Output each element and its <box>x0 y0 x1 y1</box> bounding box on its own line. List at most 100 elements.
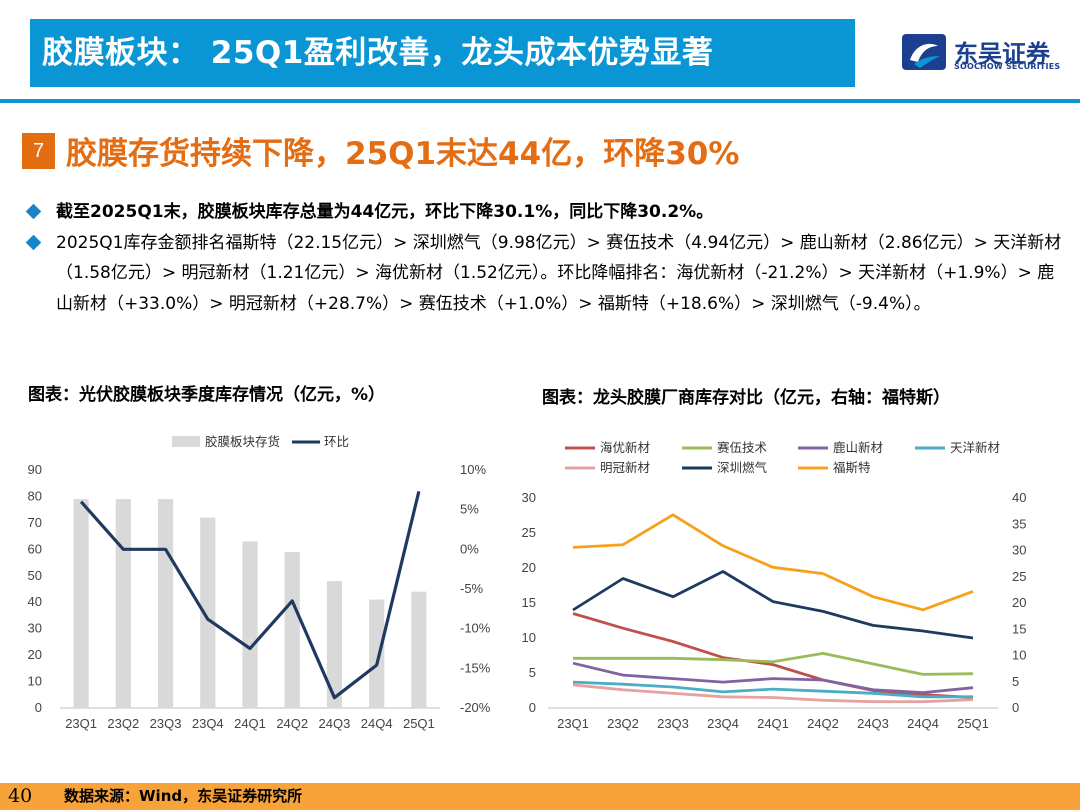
series-line <box>573 651 974 676</box>
y-right-tick-label: 0% <box>460 541 479 556</box>
legend-label: 明冠新材 <box>600 460 650 475</box>
y-right-tick-label: -10% <box>460 621 491 636</box>
legend-label: 福斯特 <box>833 460 871 475</box>
y-right-tick-label: 10 <box>1012 648 1026 663</box>
y-left-tick-label: 10 <box>28 674 42 689</box>
series-line <box>572 661 974 695</box>
section-title: 胶膜存货持续下降，25Q1末达44亿，环降30% <box>66 136 740 172</box>
x-tick-label: 23Q1 <box>65 716 97 731</box>
peer-inventory-line-chart: 0 5 10 15 20 25 30 0 5 10 15 20 25 30 35 40 23Q1 23Q2 23Q3… <box>522 440 1027 731</box>
logo-text-cn: 东吴证券 <box>954 40 1050 68</box>
y-left-tick-label: 40 <box>28 594 42 609</box>
x-tick-label: 24Q1 <box>757 716 789 731</box>
chart1-caption: 图表：光伏胶膜板块季度库存情况（亿元，%） <box>28 385 386 405</box>
y-left-tick-label: 15 <box>522 595 536 610</box>
x-tick-label: 23Q1 <box>557 716 589 731</box>
x-tick-label: 24Q3 <box>319 716 351 731</box>
x-tick-label: 25Q1 <box>957 716 989 731</box>
diamond-bullet-icon <box>25 203 42 220</box>
y-right-tick-label: -20% <box>460 700 491 715</box>
y-left-tick-label: 5 <box>529 665 536 680</box>
bar <box>73 499 89 708</box>
y-left-tick-label: 0 <box>529 700 536 715</box>
bullet-text: 截至2025Q1末，胶膜板块库存总量为44亿元，环比下降30.1%，同比下降30… <box>56 202 714 222</box>
series-line <box>572 513 974 612</box>
page-title: 胶膜板块： 25Q1盈利改善，龙头成本优势显著 <box>42 35 714 71</box>
logo-mark-icon <box>902 34 946 70</box>
x-tick-label: 24Q1 <box>234 716 266 731</box>
series-line <box>572 683 974 704</box>
inventory-combo-chart: 0 10 20 30 40 50 60 70 80 90 -20% -15% -10% -5% 0% 5% 10… <box>28 434 491 731</box>
bullet-item: 2025Q1库存金额排名福斯特（22.15亿元）> 深圳燃气（9.98亿元）> … <box>25 228 1066 320</box>
x-tick-label: 23Q4 <box>707 716 739 731</box>
y-left-tick-label: 25 <box>522 525 536 540</box>
legend-label: 赛伍技术 <box>717 440 768 455</box>
x-tick-label: 24Q2 <box>276 716 308 731</box>
x-tick-label: 23Q4 <box>192 716 224 731</box>
bar <box>411 591 427 708</box>
x-tick-label: 23Q2 <box>607 716 639 731</box>
y-right-tick-label: 0 <box>1012 700 1019 715</box>
x-tick-label: 24Q4 <box>907 716 939 731</box>
y-right-tick-label: 5% <box>460 502 479 517</box>
bar <box>157 499 174 708</box>
page-number: 40 <box>8 785 33 807</box>
y-left-tick-label: 70 <box>28 515 42 530</box>
chart2-caption: 图表：龙头胶膜厂商库存对比（亿元，右轴：福特斯） <box>542 388 950 408</box>
y-right-tick-label: 20 <box>1012 595 1026 610</box>
y-right-tick-label: 10% <box>460 462 486 477</box>
bar <box>369 599 385 708</box>
y-right-tick-label: 25 <box>1012 569 1026 584</box>
y-left-tick-label: 20 <box>28 647 42 662</box>
bar <box>200 517 216 708</box>
x-tick-label: 23Q3 <box>150 716 182 731</box>
title-bar: 胶膜板块： 25Q1盈利改善，龙头成本优势显著 <box>30 19 855 87</box>
y-left-tick-label: 60 <box>28 541 42 556</box>
bar <box>284 551 300 708</box>
y-right-tick-label: 15 <box>1012 621 1026 636</box>
x-tick-label: 24Q2 <box>807 716 839 731</box>
y-right-tick-label: 5 <box>1012 674 1019 689</box>
x-tick-label: 25Q1 <box>403 716 435 731</box>
legend-label: 天洋新材 <box>950 440 1000 455</box>
x-tick-label: 24Q4 <box>361 716 393 731</box>
legend-label: 深圳燃气 <box>717 460 768 475</box>
x-tick-label: 23Q3 <box>657 716 689 731</box>
bar <box>242 541 258 708</box>
y-left-tick-label: 30 <box>522 490 536 505</box>
legend-label: 环比 <box>324 435 349 449</box>
series-line <box>572 570 974 640</box>
logo: 东吴证券 SOOCHOW SECURITIES <box>902 32 1062 74</box>
bar <box>326 581 343 708</box>
bullet-text: 2025Q1库存金额排名福斯特（22.15亿元）> 深圳燃气（9.98亿元）> … <box>56 232 1062 314</box>
y-left-tick-label: 10 <box>522 630 536 645</box>
legend-label: 鹿山新材 <box>833 440 883 455</box>
y-left-tick-label: 90 <box>28 462 42 477</box>
y-left-tick-label: 20 <box>522 560 536 575</box>
bar <box>115 499 131 708</box>
y-right-tick-label: -5% <box>460 581 484 596</box>
y-left-tick-label: 30 <box>28 621 42 636</box>
bullet-item: 截至2025Q1末，胶膜板块库存总量为44亿元，环比下降30.1%，同比下降30… <box>25 197 1066 228</box>
section-number: 7 <box>22 133 55 169</box>
y-left-tick-label: 50 <box>28 568 42 583</box>
source-note: 数据来源：Wind，东吴证券研究所 <box>64 787 303 805</box>
header-divider <box>0 99 1080 103</box>
legend-label: 海优新材 <box>600 440 650 455</box>
legend-swatch-bar <box>172 436 200 447</box>
y-right-tick-label: 35 <box>1012 516 1026 531</box>
x-tick-label: 24Q3 <box>857 716 889 731</box>
legend-label: 胶膜板块存货 <box>205 434 280 449</box>
y-right-tick-label: 40 <box>1012 490 1026 505</box>
series-line <box>572 612 974 699</box>
x-tick-label: 23Q2 <box>107 716 139 731</box>
series-line <box>572 680 973 699</box>
y-right-tick-label: 30 <box>1012 543 1026 558</box>
logo-text-en: SOOCHOW SECURITIES <box>954 62 1061 71</box>
bullet-list: 截至2025Q1末，胶膜板块库存总量为44亿元，环比下降30.1%，同比下降30… <box>25 197 1066 320</box>
y-right-tick-label: -15% <box>460 660 491 675</box>
series-line-qoq <box>79 491 421 700</box>
y-left-tick-label: 0 <box>35 700 42 715</box>
footer-bar: 40 数据来源：Wind，东吴证券研究所 <box>0 783 1080 810</box>
y-left-tick-label: 80 <box>28 488 42 503</box>
